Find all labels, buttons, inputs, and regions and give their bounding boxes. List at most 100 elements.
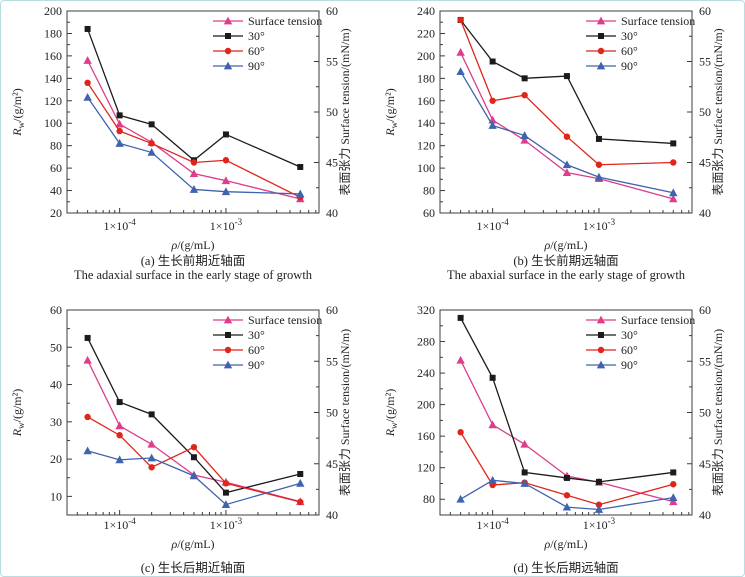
legend-item: 60°: [213, 343, 265, 357]
data-point-marker: [594, 172, 604, 181]
data-point-marker: [84, 413, 91, 421]
left-axis-tick-label: 200: [44, 4, 62, 18]
chart-panel-d: 80 120 160 200 240 280 320 40 45 50 55 60 1×10-4 1×10…: [374, 291, 744, 576]
data-point-marker: [84, 79, 91, 87]
right-axis-tick-label: 50: [699, 105, 711, 119]
series-30deg: [84, 334, 304, 496]
x-axis-title: ρ/(g/mL): [543, 537, 587, 551]
data-point-marker: [521, 91, 528, 99]
data-point-marker: [563, 133, 571, 140]
legend-label: 30°: [621, 328, 638, 342]
data-point-marker: [489, 58, 496, 65]
data-point-marker: [189, 169, 199, 178]
legend-marker: [225, 33, 231, 39]
series-line: [460, 431, 674, 506]
plot-frame: [66, 10, 320, 214]
data-point-marker: [595, 501, 603, 508]
data-point-marker: [595, 161, 603, 168]
right-axis: 40 45 50 55 60: [687, 4, 711, 220]
series-line: [460, 19, 674, 145]
series-30deg: [84, 25, 304, 170]
data-point-marker: [669, 493, 678, 502]
x-axis: 1×10-4 1×10-3: [449, 510, 690, 532]
left-axis-tick-label: 180: [417, 71, 435, 85]
x-tick-label: 1×10-4: [103, 516, 136, 532]
data-point-marker: [190, 443, 198, 451]
left-axis-title: Rw/(g/m²): [383, 88, 399, 136]
data-point-marker: [488, 420, 497, 429]
legend-marker: [596, 61, 606, 70]
x-tick-label: 1×10-4: [476, 516, 509, 532]
data-point-marker: [456, 67, 465, 75]
left-axis-tick-label: 200: [417, 398, 435, 412]
right-axis-tick-label: 50: [326, 406, 338, 420]
legend-item: 60°: [586, 343, 638, 357]
data-point-marker: [669, 497, 678, 506]
data-point-marker: [520, 479, 529, 487]
data-point-marker: [116, 432, 123, 439]
data-point-marker: [457, 429, 464, 436]
legend-label: 60°: [621, 343, 638, 357]
caption-zh: (b) 生长前期远轴面: [513, 253, 618, 268]
data-point-marker: [83, 56, 92, 64]
series-line: [87, 97, 301, 195]
data-point-marker: [456, 355, 465, 364]
right-axis-tick-label: 45: [699, 156, 711, 170]
legend-label: Surface tension: [248, 14, 322, 28]
left-axis-tick-label: 160: [417, 94, 435, 108]
legend-item: Surface tension: [213, 14, 322, 28]
data-point-marker: [83, 355, 92, 364]
legend-label: 30°: [248, 29, 265, 43]
left-axis-tick-label: 60: [50, 303, 62, 317]
caption-en: The adaxial surface in the early stage o…: [74, 268, 313, 282]
series-surface-tension: [83, 355, 305, 506]
plot-frame: [439, 309, 693, 516]
series-30deg: [457, 314, 677, 485]
series-60deg: [84, 413, 304, 506]
right-axis: 40 45 50 55 60: [314, 303, 338, 522]
data-point-marker: [190, 159, 198, 166]
data-point-marker: [189, 185, 199, 193]
data-point-marker: [562, 168, 572, 176]
data-point-marker: [297, 498, 304, 506]
legend-item: 90°: [213, 358, 265, 372]
series-line: [87, 416, 301, 503]
legend-marker: [598, 33, 604, 39]
data-point-marker: [521, 469, 528, 476]
data-point-marker: [670, 481, 677, 488]
legend-marker: [223, 315, 233, 324]
right-axis-title: 表面张力 Surface tension/(mN/m): [711, 329, 725, 496]
left-axis-tick-label: 100: [417, 161, 435, 175]
left-axis-tick-label: 60: [423, 206, 435, 220]
right-axis-tick-label: 50: [699, 406, 711, 420]
x-axis-title: ρ/(g/mL): [170, 238, 214, 252]
legend-label: 60°: [248, 343, 265, 357]
left-axis-tick-label: 220: [417, 26, 435, 40]
right-axis-tick-label: 50: [326, 105, 338, 119]
right-axis-tick-label: 45: [326, 156, 338, 170]
right-axis: 40 45 50 55 60: [687, 303, 711, 522]
series-line: [460, 19, 674, 166]
x-axis: 1×10-4 1×10-3: [449, 208, 690, 233]
data-point-marker: [456, 494, 465, 503]
caption-zh: (d) 生长后期远轴面: [513, 560, 618, 575]
legend-marker: [596, 360, 606, 369]
data-point-marker: [297, 471, 304, 477]
left-axis-tick-label: 200: [417, 49, 435, 63]
data-point-marker: [562, 502, 572, 511]
legend-label: 90°: [621, 358, 638, 372]
data-point-marker: [83, 446, 92, 455]
legend-item: 30°: [213, 328, 265, 342]
data-point-marker: [148, 464, 155, 471]
legend-marker: [596, 16, 606, 25]
right-axis-title: 表面张力 Surface tension/(mN/m): [338, 329, 352, 496]
right-axis: 40 45 50 55 60: [314, 4, 338, 220]
legend-label: 60°: [248, 44, 265, 58]
x-tick-label: 1×10-3: [583, 217, 616, 233]
data-point-marker: [148, 121, 155, 128]
left-axis-tick-label: 240: [417, 366, 435, 380]
right-axis-tick-label: 55: [699, 55, 711, 69]
